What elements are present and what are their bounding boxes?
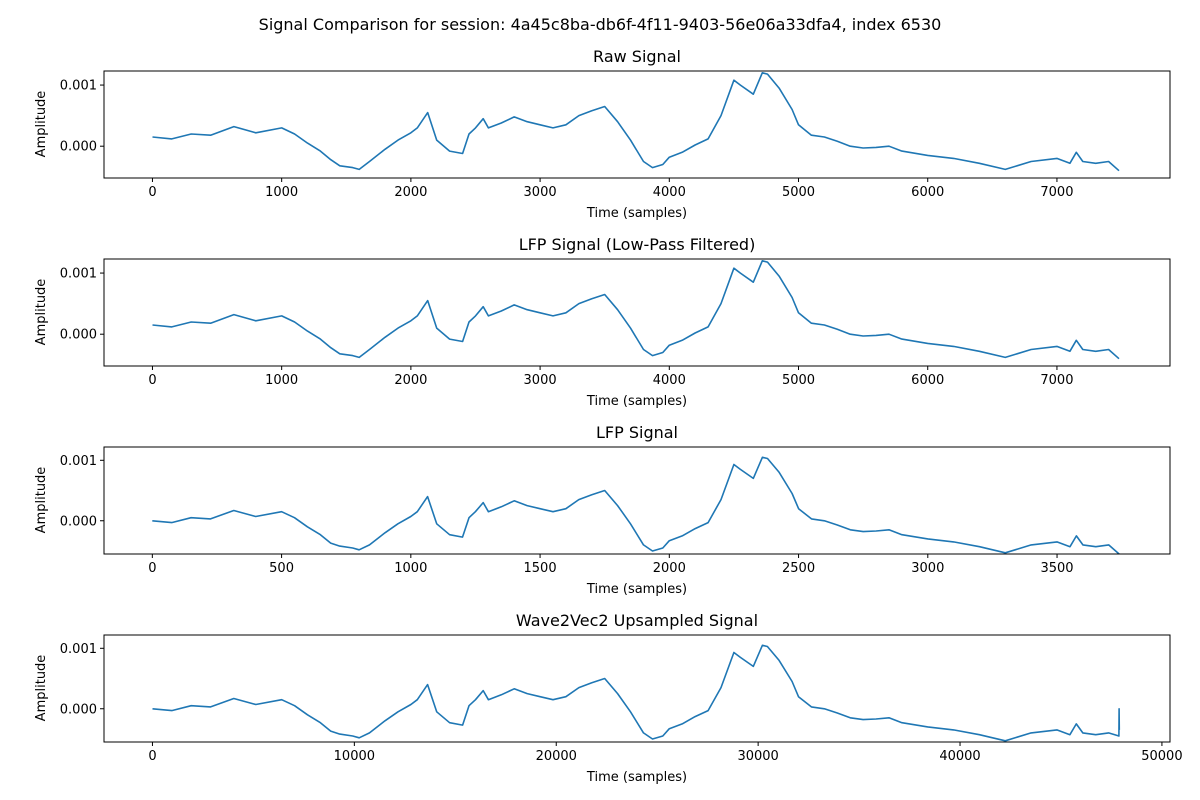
x-tick-label: 3000 [524,373,557,388]
x-tick-label: 5000 [782,185,815,200]
y-tick-label: 0.000 [60,328,97,343]
series-line-0 [152,644,1121,742]
x-tick-label: 3000 [524,185,557,200]
x-tick-label: 4000 [653,373,686,388]
series-line-0 [152,456,1120,555]
x-tick-label: 2000 [653,561,686,576]
subplot-raw-signal: Raw Signal Time (samples) Amplitude 0 100… [34,47,1171,221]
x-tick-label: 10000 [334,749,375,764]
x-tick-label: 5000 [782,373,815,388]
y-tick-label: 0.001 [60,267,97,282]
axes-frame [103,258,1171,367]
y-axis-label: Amplitude [34,279,49,346]
x-axis-label: Time (samples) [586,206,687,221]
x-axis-label: Time (samples) [586,770,687,785]
subplot-title: LFP Signal [596,423,678,442]
series-line-0 [152,260,1120,360]
x-tick-label: 0 [148,185,156,200]
axes-frame [103,634,1171,743]
x-tick-label: 2000 [394,185,427,200]
x-tick-label: 0 [148,373,156,388]
x-tick-label: 3000 [911,561,944,576]
x-tick-label: 2500 [782,561,815,576]
y-tick-label: 0.000 [60,140,97,155]
x-tick-label: 2000 [394,373,427,388]
plot-area: 0 500 1000 1500 2000 2500 3000 3500 0.000 0.001 [60,446,1171,576]
x-tick-label: 4000 [653,185,686,200]
x-tick-label: 6000 [911,373,944,388]
x-tick-label: 7000 [1040,373,1073,388]
x-tick-label: 1000 [394,561,427,576]
x-tick-label: 1000 [265,373,298,388]
x-tick-label: 1000 [265,185,298,200]
x-tick-label: 7000 [1040,185,1073,200]
subplot-title: Raw Signal [593,47,681,66]
axes-frame [103,446,1171,555]
subplot-title: Wave2Vec2 Upsampled Signal [516,611,758,630]
x-tick-label: 3500 [1040,561,1073,576]
series-line-0 [152,72,1120,172]
plot-area: 0 1000 2000 3000 4000 5000 6000 7000 0.000 0.001 [60,70,1171,200]
y-tick-label: 0.001 [60,79,97,94]
plot-area: 0 10000 20000 30000 40000 50000 0.000 0.001 [60,634,1183,764]
x-tick-label: 20000 [536,749,577,764]
x-axis-label: Time (samples) [586,394,687,409]
subplot-title: LFP Signal (Low-Pass Filtered) [519,235,756,254]
y-axis-label: Amplitude [34,91,49,158]
x-tick-label: 6000 [911,185,944,200]
x-tick-label: 0 [148,561,156,576]
x-tick-label: 0 [148,749,156,764]
y-axis-label: Amplitude [34,467,49,534]
y-tick-label: 0.000 [60,514,97,529]
subplot-lfp-signal: LFP Signal Time (samples) Amplitude 0 500… [34,423,1171,597]
y-axis-label: Amplitude [34,655,49,722]
axes-frame [103,70,1171,179]
y-tick-label: 0.001 [60,454,97,469]
x-tick-label: 40000 [939,749,980,764]
plot-area: 0 1000 2000 3000 4000 5000 6000 7000 0.000 0.001 [60,258,1171,388]
figure-suptitle: Signal Comparison for session: 4a45c8ba-… [259,15,942,34]
subplot-wave2vec2-upsampled: Wave2Vec2 Upsampled Signal Time (samples… [34,611,1183,785]
subplot-lfp-low-pass: LFP Signal (Low-Pass Filtered) Time (sam… [34,235,1171,409]
x-tick-label: 1500 [524,561,557,576]
y-tick-label: 0.001 [60,642,97,657]
x-tick-label: 50000 [1141,749,1182,764]
x-axis-label: Time (samples) [586,582,687,597]
x-tick-label: 30000 [737,749,778,764]
y-tick-label: 0.000 [60,702,97,717]
x-tick-label: 500 [269,561,294,576]
